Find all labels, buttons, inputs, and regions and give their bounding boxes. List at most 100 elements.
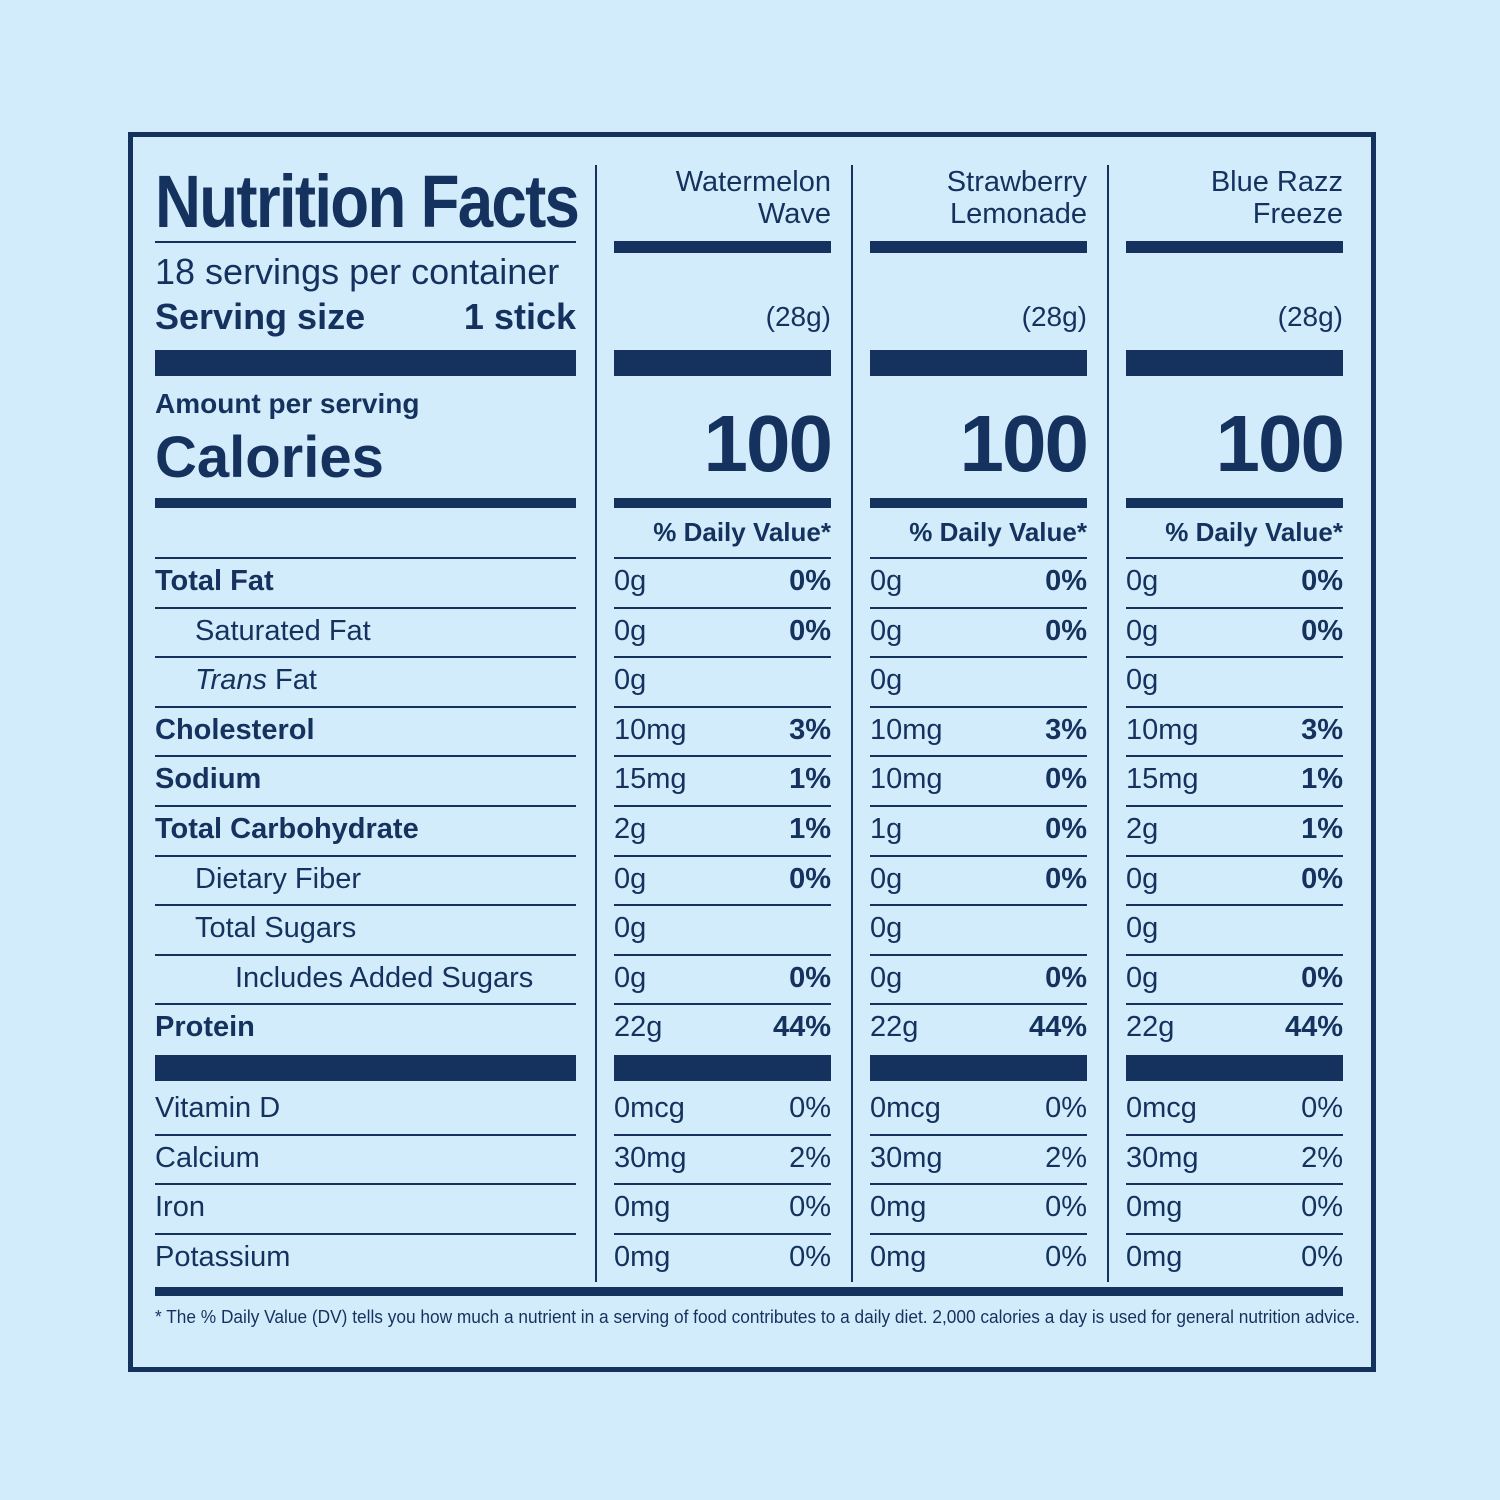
nutrient-daily-value: 0% (789, 614, 831, 647)
nutrient-amount: 10mg (1126, 713, 1199, 746)
vitamin-amount: 0mg (1126, 1191, 1183, 1224)
vitamin-separator (155, 1133, 576, 1136)
flavor-calories: 100 (1215, 399, 1345, 488)
vitamin-row-separator (614, 1232, 831, 1235)
nutrient-label: Trans Fat (195, 660, 317, 700)
nutrient-separator (155, 953, 576, 956)
row-separator (1126, 656, 1343, 659)
vitamin-amount: 0mg (614, 1240, 671, 1273)
nutrient-label: Includes Added Sugars (235, 961, 534, 994)
nutrient-amount: 1g (870, 813, 903, 845)
row-separator (614, 705, 831, 708)
vitamin-daily-value: 0% (789, 1092, 831, 1124)
nutrient-daily-value: 0% (1045, 614, 1087, 647)
vitamin-daily-value: 0% (1045, 1240, 1087, 1273)
nutrient-amount: 22g (870, 1011, 919, 1044)
row-separator (870, 557, 1087, 559)
row-separator (870, 606, 1087, 609)
row-separator (870, 854, 1087, 857)
nutrient-amount: 0g (870, 961, 903, 994)
nutrient-daily-value: 0% (1045, 862, 1087, 895)
nutrient-daily-value: 0% (1301, 862, 1343, 895)
nutrient-daily-value: 44% (1028, 1011, 1087, 1044)
nutrient-amount: 22g (614, 1011, 663, 1044)
nutrient-amount: 0g (870, 664, 903, 697)
nutrient-label: Saturated Fat (195, 614, 371, 647)
vitamin-separator (155, 1232, 576, 1235)
vitamin-row-separator (614, 1183, 831, 1186)
calories-bar (155, 498, 576, 508)
serving-size-label: Serving size (155, 296, 366, 337)
row-separator (614, 805, 831, 807)
column-divider (1107, 165, 1109, 1282)
vitamin-amount: 0mg (1126, 1240, 1183, 1273)
nutrient-amount: 2g (1126, 813, 1159, 845)
row-separator (614, 755, 831, 758)
flavor-serving-weight: (28g) (1277, 301, 1343, 332)
label-title: Nutrition Facts (155, 160, 580, 243)
vitamin-label: Iron (155, 1191, 205, 1224)
nutrient-separator (155, 557, 576, 559)
flavor-calories-bar (1126, 498, 1343, 508)
row-separator (870, 705, 1087, 708)
nutrient-separator (155, 904, 576, 907)
vitamin-amount: 0mg (870, 1191, 927, 1224)
row-separator (614, 1003, 831, 1006)
vitamin-daily-value: 2% (1045, 1141, 1087, 1174)
nutrient-separator (155, 606, 576, 609)
vitamin-daily-value: 0% (1301, 1191, 1343, 1224)
flavor-vitamins-bar (870, 1055, 1087, 1081)
servings-per-container: 18 servings per container (155, 251, 560, 292)
serving-thick-bar (155, 350, 576, 376)
nutrient-daily-value: 44% (772, 1011, 831, 1044)
flavor-serving-bar (870, 350, 1087, 376)
vitamin-daily-value: 0% (1301, 1240, 1343, 1273)
vitamin-amount: 0mcg (614, 1092, 685, 1124)
nutrient-label: Total Carbohydrate (155, 813, 419, 845)
row-separator (614, 854, 831, 857)
flavor-vitamins-bar (614, 1055, 831, 1081)
nutrient-amount: 0g (870, 614, 903, 647)
nutrient-daily-value: 1% (789, 763, 831, 796)
nutrient-label-italic: Trans (195, 664, 267, 697)
nutrient-amount: 0g (614, 862, 647, 895)
nutrient-daily-value: 0% (1301, 961, 1343, 994)
vitamin-row-separator (870, 1133, 1087, 1136)
nutrient-separator (155, 854, 576, 857)
nutrient-amount: 0g (614, 664, 647, 697)
row-separator (870, 1003, 1087, 1006)
vitamin-label: Potassium (155, 1240, 291, 1273)
vitamin-amount: 30mg (1126, 1141, 1199, 1174)
nutrient-daily-value: 3% (789, 713, 831, 746)
nutrient-amount: 0g (614, 912, 647, 945)
nutrient-amount: 15mg (614, 763, 687, 796)
row-separator (1126, 705, 1343, 708)
nutrient-amount: 0g (870, 862, 903, 895)
flavor-calories: 100 (959, 399, 1089, 488)
nutrient-daily-value: 3% (1301, 713, 1343, 746)
nutrient-label: Protein (155, 1011, 255, 1044)
nutrient-amount: 0g (1126, 565, 1159, 597)
row-separator (1126, 904, 1343, 907)
nutrient-label: Dietary Fiber (195, 862, 361, 895)
nutrient-separator (155, 805, 576, 807)
nutrient-daily-value: 1% (789, 813, 831, 845)
nutrient-separator (155, 1003, 576, 1006)
footnote: * The % Daily Value (DV) tells you how m… (155, 1307, 1360, 1327)
vitamin-daily-value: 0% (1301, 1092, 1343, 1124)
row-separator (1126, 1003, 1343, 1006)
vitamin-row-separator (1126, 1183, 1343, 1186)
nutrient-amount: 15mg (1126, 763, 1199, 796)
nutrient-separator (155, 705, 576, 708)
column-divider (595, 165, 597, 1282)
amount-per-serving: Amount per serving (155, 388, 420, 419)
nutrient-amount: 0g (614, 614, 647, 647)
title-divider (155, 241, 576, 243)
flavor-name: Blue Razz Freeze (1210, 166, 1343, 230)
nutrient-label: Sodium (155, 763, 262, 796)
flavor-serving-weight: (28g) (1021, 301, 1087, 332)
nutrient-amount: 22g (1126, 1011, 1175, 1044)
vitamin-separator (155, 1183, 576, 1186)
nutrient-amount: 0g (870, 565, 903, 597)
nutrition-facts-panel: Nutrition Facts 18 servings per containe… (128, 132, 1376, 1372)
